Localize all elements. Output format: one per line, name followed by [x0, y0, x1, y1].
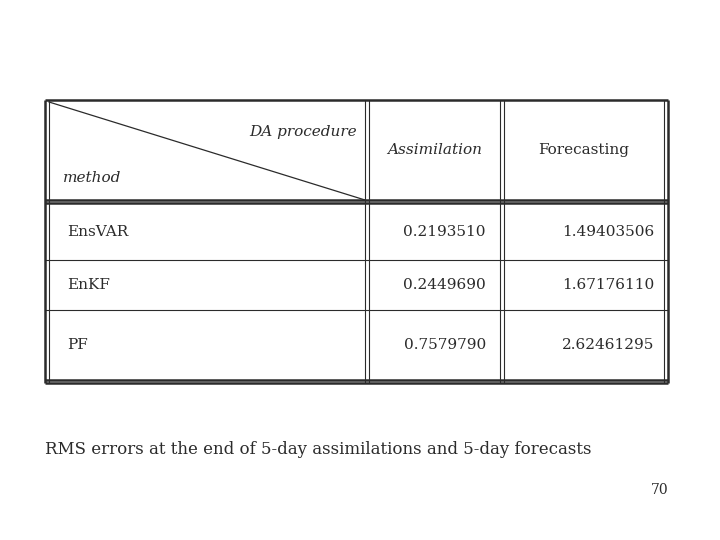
Text: EnKF: EnKF: [67, 278, 110, 292]
Text: PF: PF: [67, 338, 88, 352]
Text: method: method: [63, 171, 122, 185]
Text: 2.62461295: 2.62461295: [562, 338, 654, 352]
Text: 1.49403506: 1.49403506: [562, 225, 654, 239]
Text: Assimilation: Assimilation: [387, 143, 482, 157]
Text: RMS errors at the end of 5-day assimilations and 5-day forecasts: RMS errors at the end of 5-day assimilat…: [45, 442, 592, 458]
Text: 70: 70: [650, 483, 668, 497]
Text: EnsVAR: EnsVAR: [67, 225, 128, 239]
Text: 0.2193510: 0.2193510: [403, 225, 486, 239]
Text: 0.2449690: 0.2449690: [403, 278, 486, 292]
Text: 1.67176110: 1.67176110: [562, 278, 654, 292]
Text: DA procedure: DA procedure: [249, 125, 357, 139]
Text: 0.7579790: 0.7579790: [404, 338, 486, 352]
Text: Forecasting: Forecasting: [539, 143, 629, 157]
